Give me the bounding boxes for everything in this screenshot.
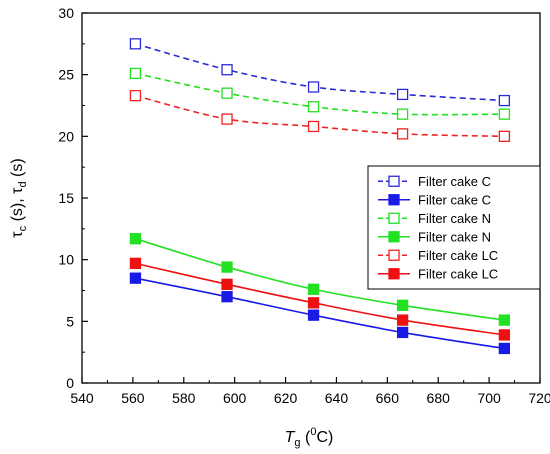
x-tick-label: 640 xyxy=(325,390,349,406)
legend-label: Filter cake N xyxy=(418,229,491,244)
data-point xyxy=(498,94,511,107)
legend-marker xyxy=(388,268,400,280)
legend-label: Filter cake LC xyxy=(418,266,498,281)
y-axis-title-sub-d: d xyxy=(17,181,29,187)
x-tick-label: 580 xyxy=(172,390,196,406)
x-tick-label: 660 xyxy=(376,390,400,406)
series-4 xyxy=(129,89,511,142)
series-5 xyxy=(129,257,511,341)
series-1 xyxy=(129,272,511,355)
legend-marker xyxy=(388,249,400,261)
x-tick-label: 720 xyxy=(528,390,550,406)
y-axis-title: τc (s), τd (s) xyxy=(9,158,29,237)
legend-item: Filter cake N xyxy=(378,211,491,226)
data-point xyxy=(498,108,511,120)
legend-item: Filter cake LC xyxy=(378,266,498,281)
y-axis: 0 5 10 15 20 25 30 xyxy=(58,5,88,391)
legend-label: Filter cake LC xyxy=(418,248,498,263)
data-point xyxy=(129,233,142,245)
series-2 xyxy=(129,67,511,120)
data-point xyxy=(498,329,511,341)
legend-label: Filter cake N xyxy=(418,211,491,226)
y-axis-title-tau-c: τ xyxy=(9,231,26,238)
data-point xyxy=(307,309,320,321)
y-tick-label: 20 xyxy=(58,128,74,144)
data-point xyxy=(221,278,233,290)
legend-item: Filter cake C xyxy=(378,174,491,189)
data-point xyxy=(307,283,320,295)
y-axis-title-mid: (s), xyxy=(9,194,26,226)
series-line xyxy=(135,43,505,102)
x-tick-label: 600 xyxy=(223,390,247,406)
y-tick-label: 10 xyxy=(58,252,74,268)
data-point xyxy=(221,64,233,76)
data-point xyxy=(396,128,409,140)
data-point xyxy=(307,120,320,133)
data-point xyxy=(221,291,233,303)
series-line xyxy=(135,94,505,138)
legend-marker xyxy=(388,231,400,243)
y-tick-label: 15 xyxy=(58,190,74,206)
x-tick-label: 560 xyxy=(121,390,145,406)
data-point xyxy=(396,88,409,101)
data-point xyxy=(396,299,409,311)
data-point xyxy=(129,272,142,284)
x-tick-label: 700 xyxy=(477,390,501,406)
y-axis-title-tau-d: τ xyxy=(9,187,26,194)
data-point xyxy=(498,342,511,355)
x-tick-label: 620 xyxy=(274,390,298,406)
y-axis-title-sub-c: c xyxy=(17,225,29,231)
legend-marker xyxy=(388,212,400,224)
series-3 xyxy=(129,233,511,326)
data-point xyxy=(498,314,511,326)
legend-item: Filter cake N xyxy=(378,229,491,244)
x-tick-label: 540 xyxy=(70,390,94,406)
legend-item: Filter cake C xyxy=(378,192,491,207)
x-axis-title-unit-open: ( xyxy=(301,429,311,446)
data-point xyxy=(307,101,320,113)
series-layer xyxy=(129,38,511,355)
data-point xyxy=(129,89,142,102)
data-point xyxy=(221,261,233,273)
x-axis-title-main: T xyxy=(285,429,296,446)
data-point xyxy=(221,113,233,125)
legend-label: Filter cake C xyxy=(418,174,491,189)
legend-label: Filter cake C xyxy=(418,192,491,207)
legend-marker xyxy=(388,194,400,206)
data-point xyxy=(498,130,511,142)
data-point xyxy=(221,87,233,99)
y-tick-label: 25 xyxy=(58,67,74,83)
data-point xyxy=(307,81,320,93)
x-tick-label: 680 xyxy=(427,390,451,406)
x-axis-title: Tg (0C) xyxy=(285,426,334,449)
data-point xyxy=(129,257,142,270)
x-axis-title-unit-close: C) xyxy=(316,429,333,446)
data-point xyxy=(396,314,409,326)
data-point xyxy=(129,38,142,50)
y-tick-label: 30 xyxy=(58,5,74,21)
series-line xyxy=(135,72,505,116)
x-axis-title-subscript: g xyxy=(294,437,300,449)
y-tick-label: 5 xyxy=(66,313,74,329)
data-point xyxy=(307,297,320,309)
y-axis-title-end: (s) xyxy=(9,158,26,181)
data-point xyxy=(129,67,142,80)
data-point xyxy=(396,108,409,120)
legend: Filter cake C Filter cake C Filter cake N F… xyxy=(367,165,541,290)
x-axis: 540 560 580 600 620 640 660 680 700 720 xyxy=(70,377,550,406)
data-point xyxy=(396,326,409,339)
legend-item: Filter cake LC xyxy=(378,248,498,263)
series-0 xyxy=(129,38,511,107)
legend-marker xyxy=(388,175,400,187)
x-axis-title-superscript: 0 xyxy=(310,426,316,438)
y-tick-label: 0 xyxy=(66,375,74,391)
